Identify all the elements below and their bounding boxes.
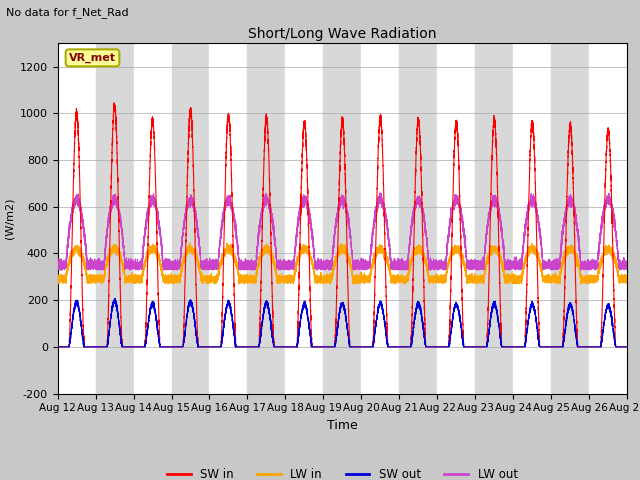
Bar (95, 43, 134, 394)
Bar (285, 43, 323, 394)
Bar (248, 43, 285, 394)
Bar (476, 43, 513, 394)
Bar (362, 43, 399, 394)
Bar (513, 43, 551, 394)
Bar (323, 43, 362, 394)
Bar (399, 43, 437, 394)
Bar (134, 43, 172, 394)
Bar (437, 43, 476, 394)
Bar (209, 43, 248, 394)
Title: Short/Long Wave Radiation: Short/Long Wave Radiation (248, 27, 436, 41)
Bar (58, 43, 95, 394)
Bar (589, 43, 627, 394)
Bar (172, 43, 209, 394)
Y-axis label: (W/m2): (W/m2) (4, 198, 14, 239)
Legend: SW in, LW in, SW out, LW out: SW in, LW in, SW out, LW out (163, 463, 522, 480)
X-axis label: Time: Time (327, 419, 358, 432)
Bar (551, 43, 589, 394)
Text: VR_met: VR_met (69, 53, 116, 63)
Text: No data for f_Net_Rad: No data for f_Net_Rad (6, 7, 129, 18)
